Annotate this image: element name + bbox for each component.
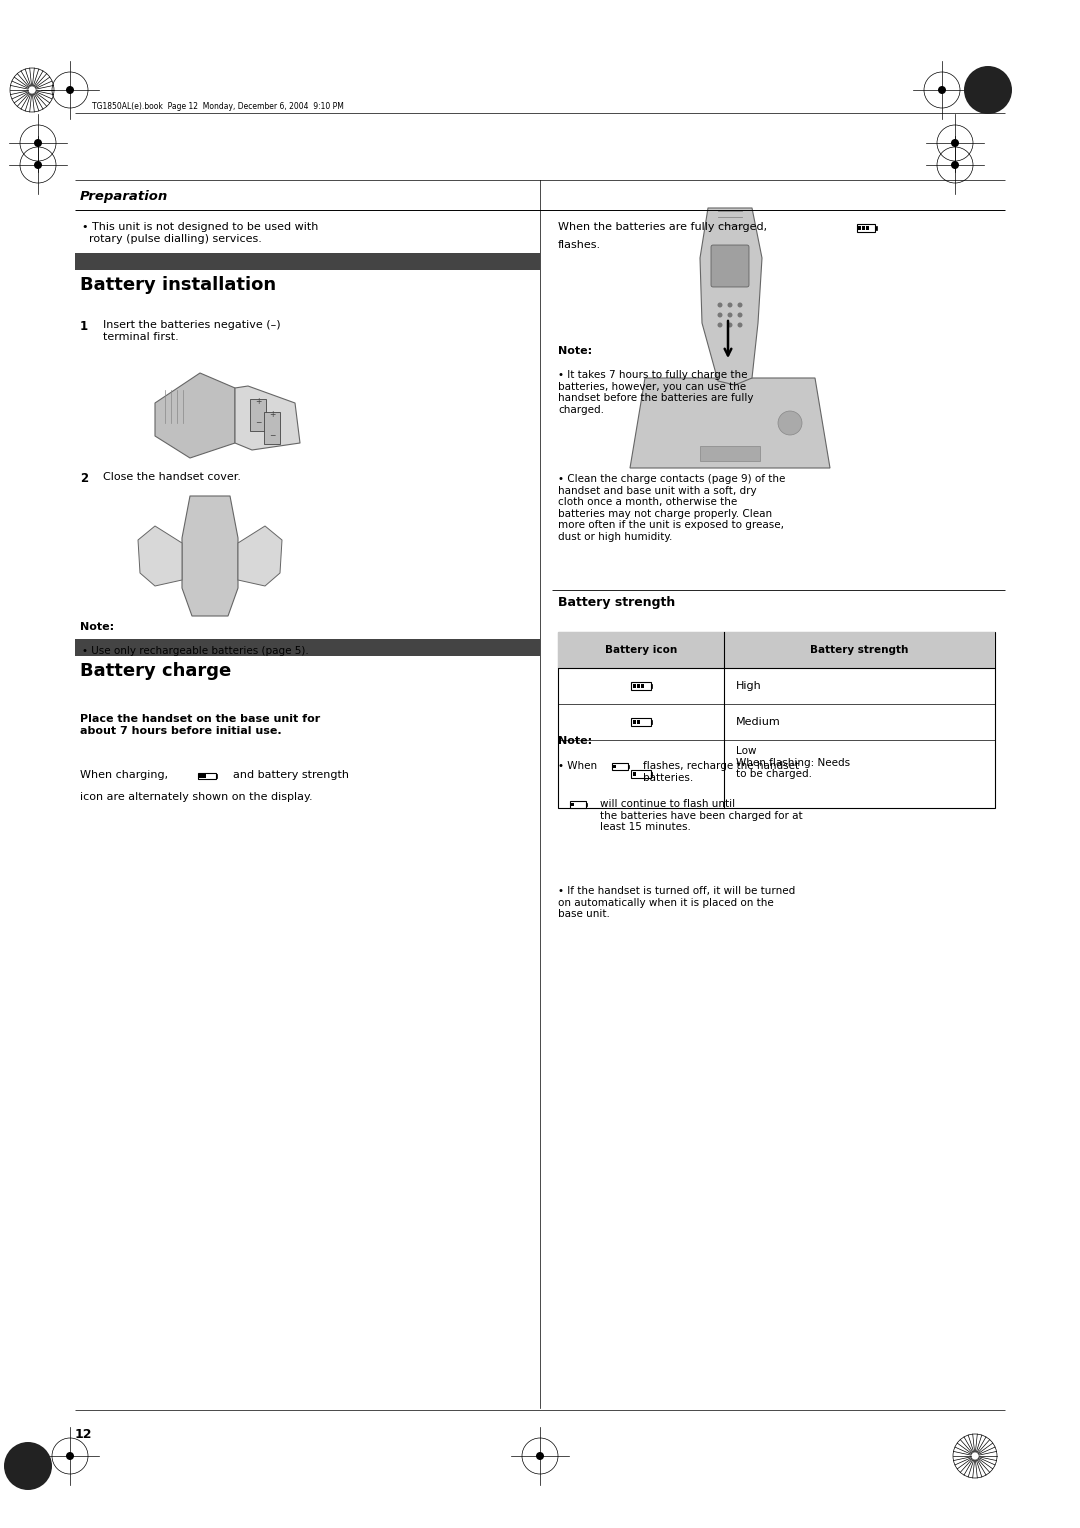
Text: • This unit is not designed to be used with
  rotary (pulse dialling) services.: • This unit is not designed to be used w…	[82, 222, 319, 243]
Text: −: −	[255, 419, 261, 428]
Bar	[570, 802, 586, 808]
Text: Battery strength: Battery strength	[810, 645, 908, 656]
Circle shape	[33, 160, 42, 170]
Bar	[613, 764, 616, 769]
Text: Place the handset on the base unit for
about 7 hours before initial use.: Place the handset on the base unit for a…	[80, 714, 321, 735]
Circle shape	[939, 86, 946, 95]
Text: will continue to flash until
the batteries have been charged for at
least 15 min: will continue to flash until the batteri…	[600, 799, 802, 833]
Bar	[249, 399, 266, 431]
Text: and battery strength: and battery strength	[233, 770, 349, 779]
Text: 1: 1	[80, 319, 89, 333]
Text: • Use only rechargeable batteries (page 5).: • Use only rechargeable batteries (page …	[82, 646, 309, 656]
Bar	[633, 683, 636, 688]
Bar	[632, 683, 651, 689]
Bar	[636, 720, 640, 724]
Circle shape	[778, 411, 802, 435]
Circle shape	[738, 313, 743, 318]
Bar	[612, 764, 627, 770]
Circle shape	[951, 139, 959, 147]
Text: • If the handset is turned off, it will be turned
on automatically when it is pl: • If the handset is turned off, it will …	[558, 886, 795, 920]
Text: • It takes 7 hours to fully charge the
batteries, however, you can use the
hands: • It takes 7 hours to fully charge the b…	[558, 370, 754, 414]
Text: flashes.: flashes.	[558, 240, 602, 251]
Text: Note:: Note:	[558, 736, 592, 746]
Bar	[633, 772, 636, 776]
Bar	[651, 685, 652, 688]
Polygon shape	[138, 526, 183, 587]
Text: • Clean the charge contacts (page 9) of the
handset and base unit with a soft, d: • Clean the charge contacts (page 9) of …	[558, 474, 785, 542]
Text: Battery charge: Battery charge	[80, 662, 231, 680]
Text: Battery icon: Battery icon	[605, 645, 677, 656]
Polygon shape	[183, 497, 238, 616]
Text: Low
When flashing: Needs
to be charged.: Low When flashing: Needs to be charged.	[737, 746, 850, 779]
Bar	[199, 773, 216, 779]
Polygon shape	[630, 377, 831, 468]
Bar	[858, 226, 861, 231]
Bar	[640, 683, 644, 688]
Polygon shape	[235, 387, 300, 451]
FancyBboxPatch shape	[711, 244, 750, 287]
Circle shape	[728, 303, 732, 307]
Polygon shape	[700, 208, 762, 385]
Text: Battery strength: Battery strength	[558, 596, 675, 610]
Bar	[700, 446, 760, 461]
Bar	[558, 633, 995, 808]
Text: Close the handset cover.: Close the handset cover.	[103, 472, 241, 481]
Text: High: High	[737, 681, 761, 691]
Circle shape	[738, 322, 743, 327]
Polygon shape	[156, 373, 235, 458]
Bar	[651, 772, 652, 776]
Circle shape	[4, 1442, 52, 1490]
Text: −: −	[269, 431, 275, 440]
Bar	[200, 773, 203, 778]
Text: Insert the batteries negative (–)
terminal first.: Insert the batteries negative (–) termin…	[103, 319, 281, 342]
Text: 2: 2	[80, 472, 89, 484]
Text: Preparation: Preparation	[80, 189, 168, 203]
Circle shape	[66, 1452, 75, 1459]
Bar	[876, 226, 877, 229]
Text: Medium: Medium	[737, 717, 781, 727]
Bar	[632, 718, 651, 726]
Bar	[633, 720, 636, 724]
Text: Battery installation: Battery installation	[80, 277, 276, 293]
Circle shape	[951, 160, 959, 170]
Text: When charging,: When charging,	[80, 770, 168, 779]
Circle shape	[717, 303, 723, 307]
Circle shape	[717, 322, 723, 327]
Bar	[558, 633, 995, 668]
Bar	[636, 683, 640, 688]
Bar	[862, 226, 865, 231]
Circle shape	[66, 86, 75, 95]
Polygon shape	[238, 526, 282, 587]
Circle shape	[536, 1452, 544, 1459]
Text: When the batteries are fully charged,: When the batteries are fully charged,	[558, 222, 767, 232]
Circle shape	[964, 66, 1012, 115]
Circle shape	[33, 139, 42, 147]
Circle shape	[738, 303, 743, 307]
Text: Note:: Note:	[558, 345, 592, 356]
Text: • When: • When	[558, 761, 597, 772]
Text: TG1850AL(e).book  Page 12  Monday, December 6, 2004  9:10 PM: TG1850AL(e).book Page 12 Monday, Decembe…	[92, 101, 343, 110]
Text: +: +	[269, 410, 275, 419]
Circle shape	[728, 313, 732, 318]
Bar	[627, 766, 630, 769]
Bar	[203, 773, 206, 778]
Bar	[75, 254, 540, 270]
Text: flashes, recharge the handset
batteries.: flashes, recharge the handset batteries.	[643, 761, 799, 782]
Bar	[264, 413, 280, 445]
Bar	[866, 226, 869, 231]
Circle shape	[728, 322, 732, 327]
Bar	[571, 802, 573, 807]
Bar	[632, 770, 651, 778]
Text: Note:: Note:	[80, 622, 114, 633]
Bar	[856, 225, 876, 232]
Bar	[651, 720, 652, 724]
Text: +: +	[255, 396, 261, 405]
Circle shape	[717, 313, 723, 318]
Bar	[75, 639, 540, 656]
Text: 12: 12	[75, 1429, 93, 1441]
Bar	[216, 775, 217, 778]
Bar	[586, 804, 588, 805]
Text: icon are alternately shown on the display.: icon are alternately shown on the displa…	[80, 792, 312, 802]
